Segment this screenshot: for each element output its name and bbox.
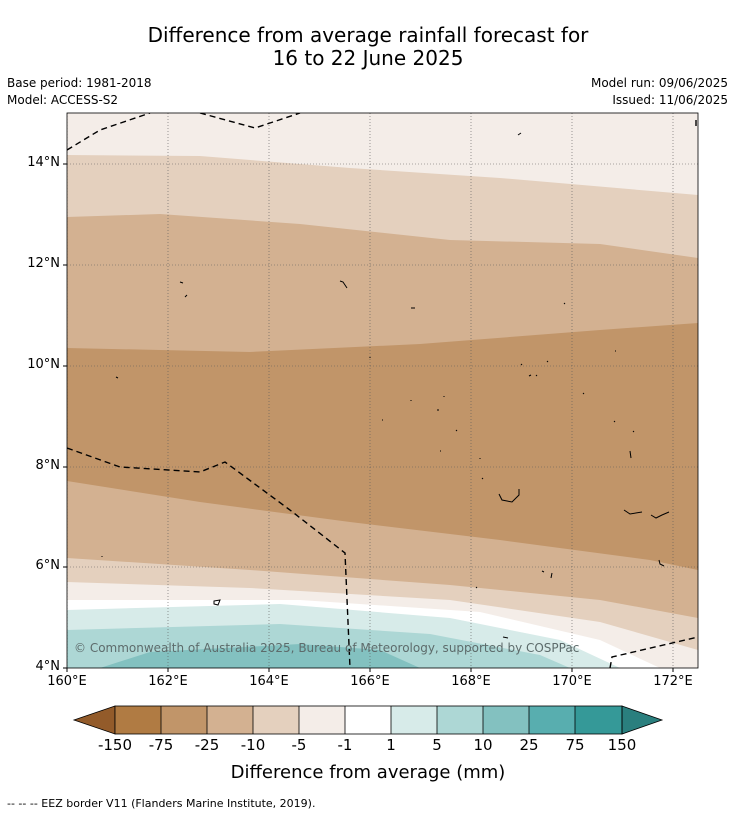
colorbar — [72, 705, 664, 735]
copyright-notice: © Commonwealth of Australia 2025, Bureau… — [74, 641, 580, 655]
colorbar-extend-low — [72, 705, 116, 735]
colorbar-swatch — [345, 706, 391, 734]
colorbar-swatch — [575, 706, 622, 734]
lat-label-12n: 12°N — [27, 256, 60, 271]
colorbar-tick: 25 — [519, 736, 539, 754]
map-title-line1: Difference from average rainfall forecas… — [147, 23, 589, 47]
colorbar-extend-high — [621, 705, 664, 735]
eez-borders — [67, 113, 698, 668]
colorbar-swatch — [115, 706, 161, 734]
rainfall-bands — [67, 113, 698, 668]
colorbar-swatch — [483, 706, 529, 734]
graticule — [67, 113, 698, 668]
map-frame — [66, 112, 699, 669]
lat-label-4n: 4°N — [35, 659, 61, 674]
colorbar-frame — [114, 705, 623, 735]
colorbar-swatch — [437, 706, 483, 734]
colorbar-label: Difference from average (mm) — [230, 762, 506, 783]
colorbar-tick: 150 — [607, 736, 637, 754]
lat-label-8n: 8°N — [35, 458, 61, 473]
colorbar-tick: 1 — [386, 736, 396, 754]
eez-footnote: -- -- -- EEZ border V11 (Flanders Marine… — [7, 797, 316, 810]
colorbar-tick: -75 — [148, 736, 174, 754]
lon-label-168e: 168°E — [451, 674, 491, 689]
colorbar-tick: -5 — [291, 736, 307, 754]
lon-label-164e: 164°E — [249, 674, 289, 689]
lat-label-10n: 10°N — [27, 357, 60, 372]
colorbar-tick: -1 — [337, 736, 353, 754]
colorbar-swatch — [207, 706, 253, 734]
colorbar-swatch — [391, 706, 437, 734]
lat-label-6n: 6°N — [35, 558, 61, 573]
model-run: Model run: 09/06/2025 — [590, 76, 728, 90]
base-period: Base period: 1981-2018 — [7, 76, 152, 90]
colorbar-tick: -25 — [194, 736, 220, 754]
colorbar-tick: -10 — [240, 736, 266, 754]
colorbar-swatch — [253, 706, 299, 734]
colorbar-tick: 10 — [473, 736, 493, 754]
colorbar-tick: 75 — [565, 736, 585, 754]
colorbar-tick: 5 — [432, 736, 442, 754]
issued-date: Issued: 11/06/2025 — [612, 93, 728, 107]
lon-label-166e: 166°E — [350, 674, 390, 689]
lon-label-170e: 170°E — [552, 674, 592, 689]
colorbar-tick: -150 — [97, 736, 133, 754]
map-title-line2: 16 to 22 June 2025 — [272, 46, 464, 70]
lat-label-14n: 14°N — [27, 155, 60, 170]
colorbar-swatch — [529, 706, 575, 734]
band-pos10-to-pos25 — [100, 644, 420, 668]
islands — [101, 132, 670, 639]
lon-label-162e: 162°E — [148, 674, 188, 689]
colorbar-swatch — [161, 706, 207, 734]
axis-ticks — [63, 163, 674, 672]
model-name: Model: ACCESS-S2 — [7, 93, 119, 107]
lon-label-172e: 172°E — [653, 674, 693, 689]
lon-label-160e: 160°E — [47, 674, 87, 689]
colorbar-swatch — [299, 706, 345, 734]
